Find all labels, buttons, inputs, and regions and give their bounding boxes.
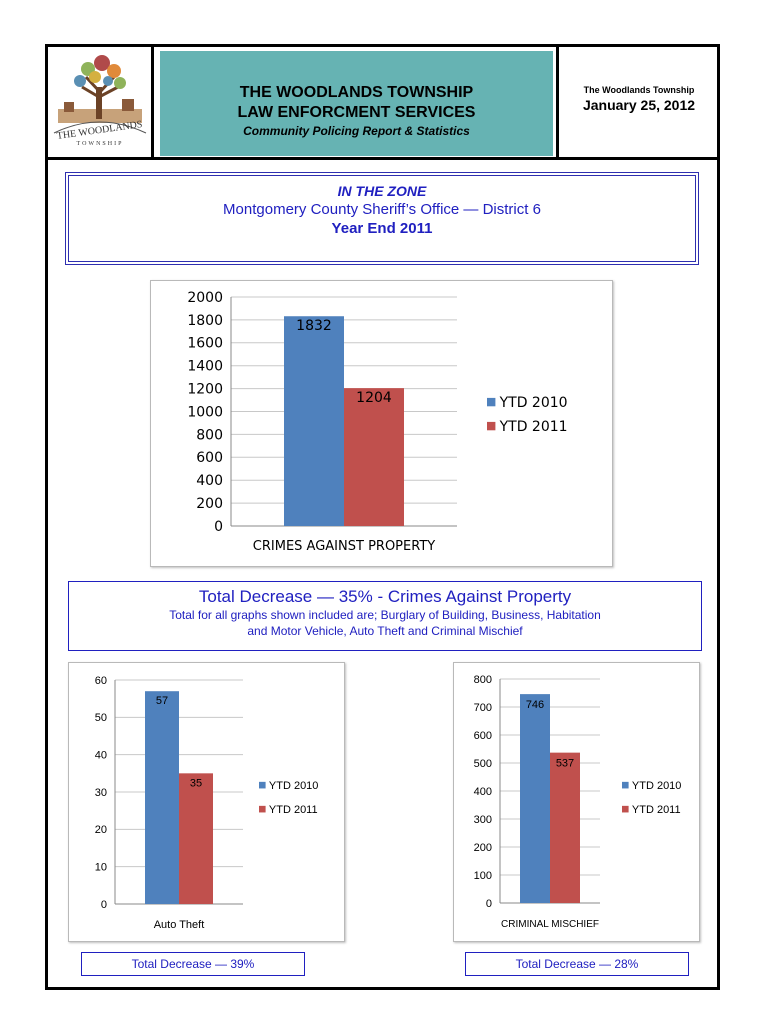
y-tick-label: 30 <box>95 787 107 799</box>
township-logo: THE WOODLANDS TOWNSHIP <box>48 47 154 157</box>
y-tick-label: 1800 <box>187 313 223 329</box>
chart-svg: 0 200 400 600 800 1000 1200 1400 1600 1800 2000 183… <box>187 290 568 554</box>
legend-swatch <box>259 781 266 789</box>
legend-label: YTD 2010 <box>499 395 568 411</box>
y-tick-label: 20 <box>95 824 107 836</box>
legend-label: YTD 2011 <box>632 804 681 816</box>
chart-svg: 0 100 200 300 400 500 600 700 800 746 537 CRIMINAL … <box>474 674 682 930</box>
summary-note-line2: and Motor Vehicle, Auto Theft and Crimin… <box>247 624 523 638</box>
legend-swatch <box>259 805 266 813</box>
total-decrease-summary: Total Decrease — 35% - Crimes Against Pr… <box>68 581 702 651</box>
legend-swatch <box>622 781 629 789</box>
legend-swatch <box>487 421 496 431</box>
y-tick-label: 0 <box>214 519 223 535</box>
y-tick-label: 1400 <box>187 359 223 375</box>
bar-ytd-2010 <box>520 694 550 903</box>
header-divider <box>45 157 720 160</box>
chart-svg: 0 10 20 30 40 50 60 57 35 Auto Theft YTD 2010 YTD 2… <box>95 675 319 931</box>
legend-swatch <box>622 805 629 813</box>
x-category-label: CRIMES AGAINST PROPERTY <box>253 539 435 554</box>
data-label: 537 <box>556 758 574 770</box>
data-label: 57 <box>156 695 168 707</box>
bar-ytd-2010 <box>145 691 179 904</box>
y-tick-label: 1000 <box>187 404 223 420</box>
zone-office: Montgomery County Sheriff’s Office — Dis… <box>223 201 541 218</box>
bar-ytd-2011 <box>344 388 404 526</box>
y-tick-label: 1600 <box>187 336 223 352</box>
report-date: January 25, 2012 <box>582 97 696 113</box>
y-tick-label: 1200 <box>187 382 223 398</box>
legend-label: YTD 2011 <box>269 804 318 816</box>
legend-label: YTD 2010 <box>632 780 682 792</box>
y-tick-label: 800 <box>474 674 492 686</box>
y-tick-label: 400 <box>474 786 492 798</box>
y-tick-label: 800 <box>196 427 223 443</box>
legend-swatch <box>487 397 496 407</box>
data-label: 35 <box>190 777 202 789</box>
criminal-mischief-decrease: Total Decrease — 28% <box>465 952 689 976</box>
summary-note-line1: Total for all graphs shown included are;… <box>169 608 601 622</box>
legend-label: YTD 2011 <box>499 419 568 435</box>
data-label: 1204 <box>356 390 392 406</box>
y-tick-label: 10 <box>95 862 107 874</box>
y-tick-label: 100 <box>474 870 492 882</box>
zone-period: Year End 2011 <box>331 220 433 237</box>
page-subtitle: Community Policing Report & Statistics <box>243 124 470 138</box>
y-tick-label: 2000 <box>187 290 223 306</box>
page-title-line2: LAW ENFORCMENT SERVICES <box>237 104 476 121</box>
legend-label: YTD 2010 <box>269 780 319 792</box>
criminal-mischief-chart: 0 100 200 300 400 500 600 700 800 746 537 CRIMINAL … <box>453 662 700 942</box>
header-banner: THE WOODLANDS TOWNSHIP LAW ENFORCMENT SE… <box>160 51 553 156</box>
org-name: The Woodlands Township <box>583 85 695 95</box>
y-tick-label: 60 <box>95 675 107 687</box>
zone-title: IN THE ZONE <box>337 183 427 199</box>
x-category-label: Auto Theft <box>154 919 205 931</box>
y-tick-label: 600 <box>474 730 492 742</box>
tree-logo-icon: THE WOODLANDS TOWNSHIP <box>53 55 147 147</box>
data-label: 1832 <box>296 318 332 334</box>
page-frame <box>45 44 720 990</box>
x-category-label: CRIMINAL MISCHIEF <box>501 919 599 930</box>
summary-headline: Total Decrease — 35% - Crimes Against Pr… <box>198 587 572 606</box>
y-tick-label: 0 <box>101 899 107 911</box>
y-tick-label: 40 <box>95 750 107 762</box>
bar-ytd-2011 <box>550 752 580 903</box>
header-divider-right <box>556 47 559 157</box>
svg-text:TOWNSHIP: TOWNSHIP <box>77 141 124 147</box>
bar-ytd-2010 <box>284 316 344 526</box>
y-tick-label: 600 <box>196 450 223 466</box>
zone-banner: IN THE ZONE Montgomery County Sheriff’s … <box>65 172 699 265</box>
y-tick-label: 50 <box>95 712 107 724</box>
y-tick-label: 200 <box>196 496 223 512</box>
property-crimes-chart: 0 200 400 600 800 1000 1200 1400 1600 1800 2000 183… <box>150 280 613 567</box>
y-tick-label: 500 <box>474 758 492 770</box>
report-date-block: The Woodlands Township January 25, 2012 <box>562 84 716 114</box>
y-tick-label: 200 <box>474 842 492 854</box>
y-tick-label: 400 <box>196 473 223 489</box>
y-tick-label: 300 <box>474 814 492 826</box>
y-tick-label: 700 <box>474 702 492 714</box>
auto-theft-chart: 0 10 20 30 40 50 60 57 35 Auto Theft YTD 2010 YTD 2… <box>68 662 345 942</box>
auto-theft-decrease: Total Decrease — 39% <box>81 952 305 976</box>
data-label: 746 <box>526 699 544 711</box>
page-title: THE WOODLANDS TOWNSHIP <box>239 84 474 101</box>
bar-ytd-2011 <box>179 773 213 904</box>
y-tick-label: 0 <box>486 898 492 910</box>
